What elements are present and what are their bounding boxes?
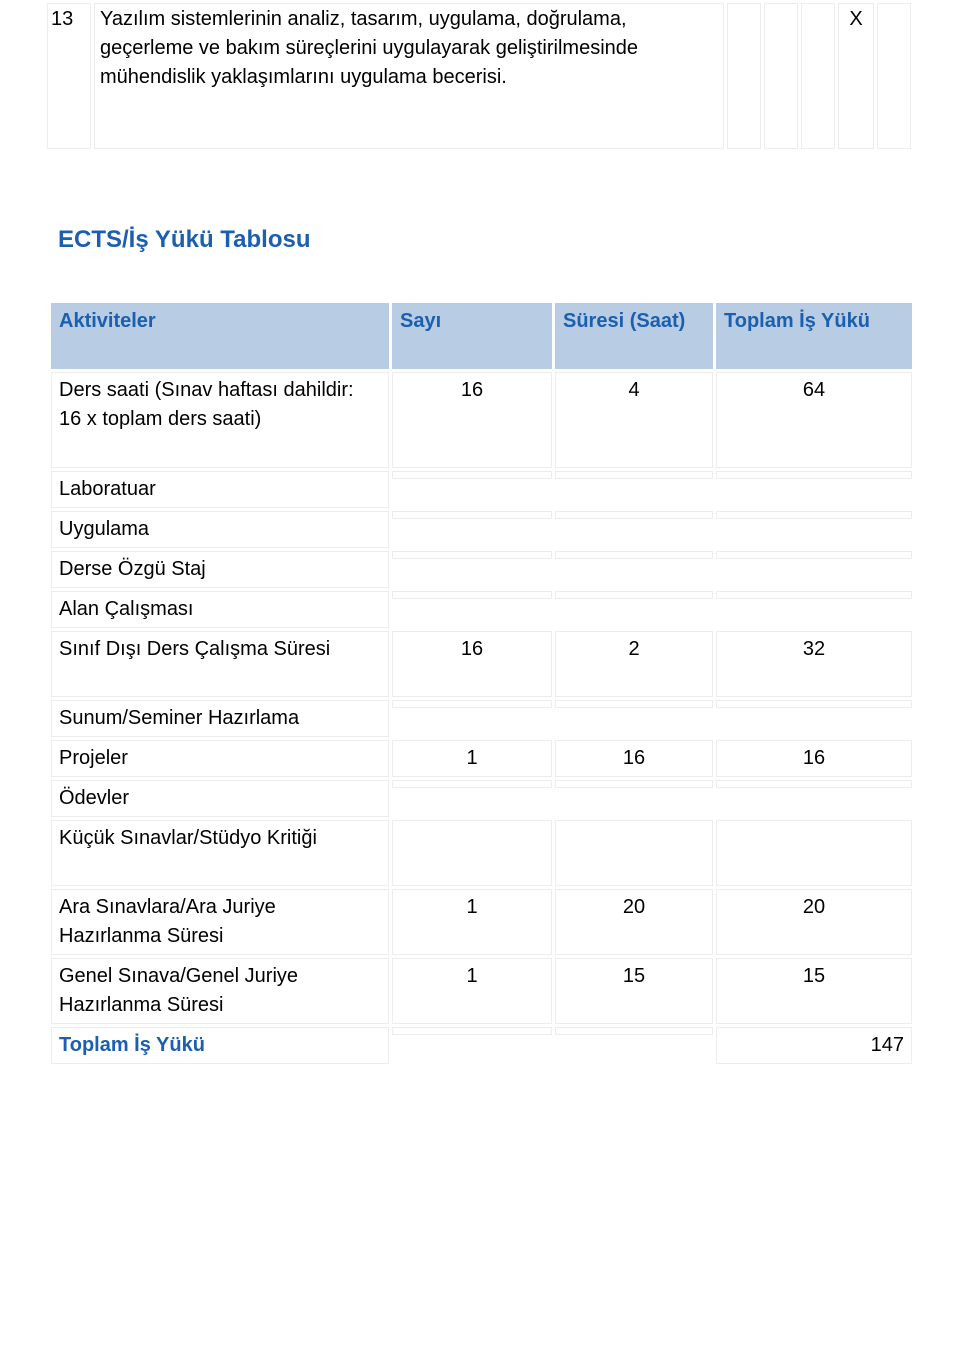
ects-row-label: Ders saati (Sınav haftası dahildir: 16 x… (51, 372, 389, 468)
ects-row-total: 32 (716, 631, 912, 697)
ects-row-count (392, 700, 552, 708)
ects-row-label: Küçük Sınavlar/Stüdyo Kritiği (51, 820, 389, 886)
ects-row-label: Laboratuar (51, 471, 389, 508)
ects-total-blank (392, 1027, 552, 1035)
ects-row-duration (555, 591, 713, 599)
ects-row-duration: 4 (555, 372, 713, 468)
ects-row-total (716, 700, 912, 708)
ects-row-total (716, 591, 912, 599)
ects-table: Aktiviteler Sayı Süresi (Saat) Toplam İş… (48, 300, 915, 1067)
ects-row-duration (555, 511, 713, 519)
outcome-mark-2 (764, 3, 798, 149)
ects-row-label: Ara Sınavlara/Ara Juriye Hazırlanma Süre… (51, 889, 389, 955)
ects-row-count: 1 (392, 740, 552, 777)
outcome-mark-4: X (838, 3, 874, 149)
ects-row-total (716, 820, 912, 886)
ects-row-count (392, 471, 552, 479)
ects-row-count: 16 (392, 631, 552, 697)
ects-row-total: 64 (716, 372, 912, 468)
ects-row-label: Ödevler (51, 780, 389, 817)
ects-row-total: 15 (716, 958, 912, 1024)
ects-row-count (392, 591, 552, 599)
ects-row-duration: 16 (555, 740, 713, 777)
ects-header-total: Toplam İş Yükü (716, 303, 912, 369)
ects-total-label: Toplam İş Yükü (51, 1027, 389, 1064)
ects-row-count (392, 511, 552, 519)
ects-row-total (716, 780, 912, 788)
ects-row-count (392, 551, 552, 559)
ects-row-label: Uygulama (51, 511, 389, 548)
ects-row-total (716, 511, 912, 519)
outcome-mark-3 (801, 3, 835, 149)
ects-row-duration (555, 820, 713, 886)
ects-row-duration (555, 700, 713, 708)
ects-header-activity: Aktiviteler (51, 303, 389, 369)
ects-row-label: Sınıf Dışı Ders Çalışma Süresi (51, 631, 389, 697)
ects-total-value: 147 (716, 1027, 912, 1064)
ects-row-count (392, 820, 552, 886)
ects-total-blank (555, 1027, 713, 1035)
section-title: ECTS/İş Yükü Tablosu (58, 226, 960, 254)
outcome-number: 13 (47, 3, 91, 149)
outcome-mark-1 (727, 3, 761, 149)
ects-row-count: 1 (392, 889, 552, 955)
ects-header-count: Sayı (392, 303, 552, 369)
ects-row-label: Genel Sınava/Genel Juriye Hazırlanma Sür… (51, 958, 389, 1024)
ects-row-label: Sunum/Seminer Hazırlama (51, 700, 389, 737)
ects-row-total: 16 (716, 740, 912, 777)
page: 13 Yazılım sistemlerinin analiz, tasarım… (0, 0, 960, 1107)
ects-row-duration: 20 (555, 889, 713, 955)
ects-row-count: 1 (392, 958, 552, 1024)
ects-row-total (716, 471, 912, 479)
ects-row-count (392, 780, 552, 788)
ects-row-duration (555, 551, 713, 559)
ects-row-total (716, 551, 912, 559)
ects-row-total: 20 (716, 889, 912, 955)
ects-row-duration: 15 (555, 958, 713, 1024)
ects-row-count: 16 (392, 372, 552, 468)
outcome-mark-5 (877, 3, 911, 149)
outcome-table: 13 Yazılım sistemlerinin analiz, tasarım… (44, 0, 914, 152)
ects-row-label: Projeler (51, 740, 389, 777)
outcome-text: Yazılım sistemlerinin analiz, tasarım, u… (94, 3, 724, 149)
ects-row-label: Derse Özgü Staj (51, 551, 389, 588)
ects-row-duration: 2 (555, 631, 713, 697)
ects-row-duration (555, 780, 713, 788)
ects-row-duration (555, 471, 713, 479)
ects-row-label: Alan Çalışması (51, 591, 389, 628)
ects-header-duration: Süresi (Saat) (555, 303, 713, 369)
